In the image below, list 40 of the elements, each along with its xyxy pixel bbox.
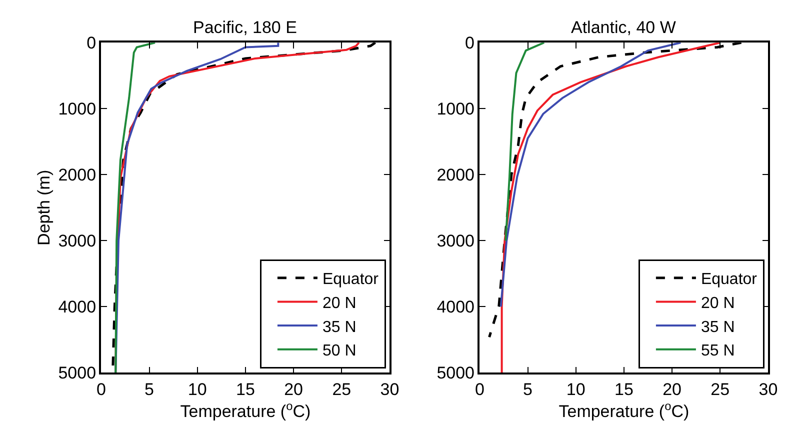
x-tick-label: 5 xyxy=(144,380,154,399)
legend-label: 35 N xyxy=(700,318,735,336)
y-tick-label: 2000 xyxy=(58,166,96,185)
y-tick-label: 4000 xyxy=(436,298,475,317)
y-tick-label: 3000 xyxy=(58,232,96,251)
legend-label: 35 N xyxy=(322,318,356,336)
x-tick-label: 5 xyxy=(523,380,532,399)
x-tick-label: 30 xyxy=(758,380,778,399)
x-tick-label: 25 xyxy=(332,380,352,399)
y-tick-label: 5000 xyxy=(436,364,475,383)
legend-label: Equator xyxy=(322,271,380,288)
legend-label: 20 N xyxy=(322,294,356,312)
x-tick-label: 10 xyxy=(188,380,207,399)
x-tick-label: 30 xyxy=(380,380,400,399)
x-tick-label: 20 xyxy=(662,380,682,399)
line-series xyxy=(500,42,682,308)
y-tick-label: 3000 xyxy=(436,232,475,251)
x-axis-title: Temperature ($^{o}$C) xyxy=(558,398,690,422)
y-tick-label: 1000 xyxy=(436,100,475,119)
x-tick-label: 15 xyxy=(614,380,634,399)
chart-title: Atlantic, 40 W xyxy=(571,18,676,37)
legend-label: Equator xyxy=(700,271,758,288)
legend-label: 50 N xyxy=(322,342,356,360)
legend-label: 20 N xyxy=(700,294,735,312)
legend-label: 55 N xyxy=(700,342,735,360)
x-tick-label: 10 xyxy=(566,380,586,399)
y-tick-label: 0 xyxy=(86,34,96,53)
x-axis-title: Temperature ($^{o}$C) xyxy=(180,398,311,422)
y-tick-label: 4000 xyxy=(58,298,96,317)
x-tick-label: 15 xyxy=(236,380,255,399)
x-tick-label: 25 xyxy=(710,380,730,399)
line-series xyxy=(114,42,156,373)
chart-title: Pacific, 180 E xyxy=(193,18,297,37)
y-tick-label: 1000 xyxy=(58,100,96,119)
y-axis-title: Depth (m) xyxy=(34,170,54,246)
line-series xyxy=(504,42,546,242)
y-tick-label: 2000 xyxy=(436,166,475,185)
y-tick-label: 5000 xyxy=(58,364,96,383)
y-tick-label: 0 xyxy=(465,34,475,53)
x-tick-label: 20 xyxy=(284,380,304,399)
